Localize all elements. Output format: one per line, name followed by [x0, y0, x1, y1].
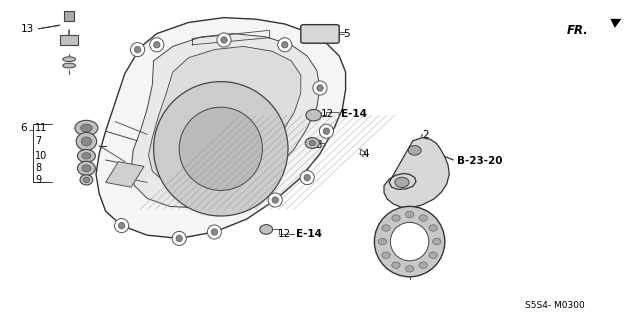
Text: 7: 7	[35, 136, 42, 147]
Ellipse shape	[306, 109, 321, 121]
Ellipse shape	[77, 149, 95, 162]
Text: 12: 12	[278, 229, 291, 239]
FancyBboxPatch shape	[60, 35, 78, 45]
Ellipse shape	[406, 266, 414, 272]
Ellipse shape	[115, 219, 129, 233]
Ellipse shape	[408, 146, 421, 155]
Polygon shape	[148, 46, 301, 187]
Ellipse shape	[429, 252, 437, 259]
Text: 12: 12	[321, 108, 335, 119]
Ellipse shape	[313, 81, 327, 95]
Ellipse shape	[323, 128, 330, 134]
Ellipse shape	[131, 43, 145, 57]
Polygon shape	[96, 18, 346, 238]
FancyBboxPatch shape	[301, 25, 339, 43]
Text: 4: 4	[362, 149, 369, 159]
Text: 9: 9	[35, 175, 42, 185]
Ellipse shape	[395, 177, 409, 188]
Text: B-23-20: B-23-20	[457, 156, 502, 166]
Ellipse shape	[154, 42, 160, 48]
Text: 8: 8	[35, 163, 42, 173]
Ellipse shape	[118, 222, 125, 229]
Text: 11: 11	[35, 123, 47, 133]
Ellipse shape	[382, 225, 390, 231]
Ellipse shape	[217, 33, 231, 47]
Text: 13: 13	[20, 24, 34, 34]
Ellipse shape	[305, 138, 319, 148]
Ellipse shape	[319, 124, 333, 138]
Ellipse shape	[392, 215, 400, 221]
Ellipse shape	[392, 262, 400, 268]
Text: 1: 1	[411, 259, 417, 269]
Ellipse shape	[75, 120, 98, 136]
Ellipse shape	[268, 193, 282, 207]
Ellipse shape	[179, 107, 262, 190]
Text: 6: 6	[20, 123, 27, 133]
Text: 3: 3	[316, 140, 322, 150]
Polygon shape	[384, 138, 449, 207]
Ellipse shape	[176, 235, 182, 242]
Ellipse shape	[80, 175, 93, 185]
Text: 2: 2	[422, 130, 429, 140]
Text: 10: 10	[35, 151, 47, 161]
Ellipse shape	[272, 197, 278, 203]
Ellipse shape	[211, 229, 218, 235]
Ellipse shape	[374, 206, 445, 277]
Ellipse shape	[317, 85, 323, 91]
Ellipse shape	[419, 262, 428, 268]
Text: S5S4- M0300: S5S4- M0300	[525, 301, 584, 310]
FancyBboxPatch shape	[64, 11, 74, 21]
Polygon shape	[106, 162, 144, 187]
Text: E-14: E-14	[296, 229, 322, 239]
Ellipse shape	[83, 177, 90, 182]
Ellipse shape	[207, 225, 221, 239]
Ellipse shape	[150, 38, 164, 52]
Ellipse shape	[134, 46, 141, 53]
Ellipse shape	[172, 231, 186, 245]
Ellipse shape	[260, 225, 273, 234]
Ellipse shape	[77, 161, 95, 175]
Text: E-14: E-14	[341, 108, 367, 119]
Ellipse shape	[419, 215, 428, 221]
Ellipse shape	[278, 38, 292, 52]
Ellipse shape	[378, 238, 387, 245]
Ellipse shape	[154, 82, 288, 216]
Ellipse shape	[300, 171, 314, 185]
Ellipse shape	[76, 132, 97, 150]
Ellipse shape	[63, 57, 76, 61]
Ellipse shape	[82, 165, 91, 172]
Text: FR.: FR.	[567, 24, 589, 37]
Ellipse shape	[390, 222, 429, 261]
Ellipse shape	[304, 174, 310, 181]
Ellipse shape	[433, 238, 441, 245]
Text: 5: 5	[344, 29, 350, 39]
Ellipse shape	[382, 252, 390, 259]
Ellipse shape	[282, 42, 288, 48]
Ellipse shape	[63, 63, 76, 68]
Ellipse shape	[429, 225, 437, 231]
Ellipse shape	[81, 137, 92, 146]
Ellipse shape	[406, 211, 414, 218]
Ellipse shape	[309, 140, 316, 146]
Ellipse shape	[82, 153, 91, 159]
Polygon shape	[131, 34, 320, 208]
Ellipse shape	[81, 124, 92, 132]
Ellipse shape	[221, 37, 227, 43]
